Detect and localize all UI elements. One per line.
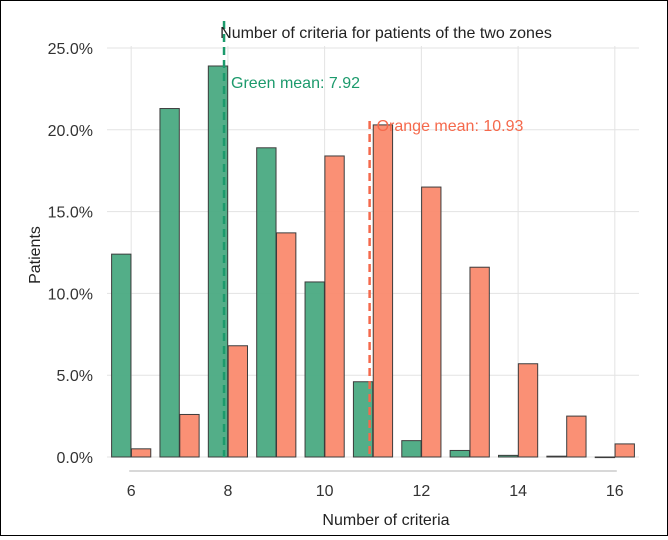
y-tick-label: 20.0%	[48, 123, 93, 140]
bar-green	[546, 455, 567, 458]
bar-green	[159, 108, 180, 458]
bar-green	[449, 449, 470, 458]
x-tick-label: 14	[509, 483, 527, 500]
bar-green	[498, 454, 519, 458]
y-tick-label: 5.0%	[57, 368, 93, 385]
y-tick-label: 25.0%	[48, 41, 93, 58]
mean-label-green: Green mean: 7.92	[231, 75, 360, 92]
x-tick-label: 8	[223, 483, 232, 500]
mean-label-orange: Orange mean: 10.93	[377, 118, 524, 135]
y-tick-label: 10.0%	[48, 286, 93, 303]
bar-green	[111, 253, 132, 458]
bar-green	[304, 281, 325, 458]
bar-orange	[372, 124, 394, 458]
bar-orange	[324, 155, 345, 458]
bar-green	[256, 147, 277, 458]
x-tick-label: 12	[412, 483, 430, 500]
bar-orange	[517, 363, 539, 458]
y-axis-label: Patients	[27, 226, 44, 284]
bar-orange	[469, 266, 490, 458]
bar-orange	[130, 448, 152, 458]
bar-orange	[566, 415, 587, 458]
bar-orange	[614, 443, 635, 458]
bar-green	[352, 381, 374, 458]
y-tick-label: 0.0%	[57, 450, 93, 467]
x-axis-label: Number of criteria	[322, 512, 449, 529]
bar-orange	[421, 186, 442, 458]
x-tick-label: 16	[606, 483, 624, 500]
mean-lines: Green mean: 7.92 Orange mean: 10.93	[222, 21, 524, 457]
axes: 0.0% 5.0% 10.0% 15.0% 20.0% 25.0% 6 8 10 12 14 16	[48, 41, 624, 500]
bars	[111, 65, 635, 459]
y-tick-label: 15.0%	[48, 205, 93, 222]
bar-orange	[179, 413, 200, 458]
bar-green	[594, 456, 616, 459]
chart-title: Number of criteria for patients of the t…	[220, 25, 552, 42]
bar-green	[401, 440, 422, 458]
x-tick-label: 10	[316, 483, 334, 500]
bar-orange	[227, 345, 248, 458]
bar-orange	[276, 232, 297, 458]
x-tick-label: 6	[127, 483, 136, 500]
